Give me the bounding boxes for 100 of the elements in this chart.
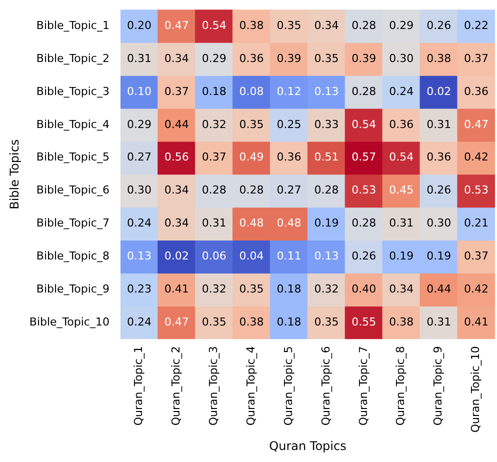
- data-label: 0.51: [314, 150, 339, 164]
- data-label: 0.44: [164, 118, 189, 131]
- data-label: 0.26: [426, 184, 452, 197]
- data-label: 0.13: [314, 250, 339, 263]
- data-label: 0.42: [464, 282, 489, 296]
- data-label: 0.37: [464, 250, 489, 263]
- data-label: 0.45: [389, 184, 414, 197]
- data-label: 0.47: [464, 118, 489, 131]
- data-label: 0.08: [239, 84, 264, 98]
- data-label: 0.33: [314, 118, 339, 131]
- data-label: 0.13: [314, 84, 339, 98]
- data-label: 0.35: [239, 118, 264, 131]
- data-label: 0.24: [126, 216, 152, 230]
- data-label: 0.35: [314, 315, 339, 328]
- data-label: 0.30: [389, 52, 414, 65]
- data-label: 0.30: [126, 184, 152, 197]
- data-label: 0.47: [164, 315, 189, 328]
- data-label: 0.54: [389, 150, 414, 164]
- data-label: 0.35: [202, 315, 226, 328]
- data-label: 0.10: [126, 84, 152, 98]
- data-label: 0.26: [352, 250, 376, 263]
- data-label: 0.19: [314, 216, 339, 230]
- data-label: 0.35: [314, 52, 339, 65]
- data-label: 0.23: [126, 282, 152, 296]
- data-label: 0.02: [164, 250, 189, 263]
- data-label: 0.31: [126, 52, 152, 65]
- data-label: 0.34: [164, 216, 189, 230]
- data-label: 0.34: [314, 18, 339, 32]
- data-label: 0.41: [464, 315, 489, 328]
- data-label: 0.27: [126, 150, 152, 164]
- y-tick-label: Bible_Topic_9: [36, 282, 110, 296]
- data-label: 0.12: [276, 84, 302, 98]
- data-label: 0.35: [276, 18, 302, 32]
- x-tick-label: Quran_Topic_3: [206, 346, 220, 426]
- data-label: 0.31: [426, 118, 452, 131]
- data-label: 0.18: [202, 84, 226, 98]
- x-tick-label: Quran_Topic_9: [432, 346, 445, 426]
- y-tick-label: Bible_Topic_2: [36, 52, 110, 65]
- data-label: 0.36: [426, 150, 452, 164]
- data-label: 0.41: [164, 282, 189, 296]
- data-label: 0.48: [239, 216, 264, 230]
- data-label: 0.21: [464, 216, 489, 230]
- x-axis-title: Quran Topics: [269, 438, 346, 453]
- data-label: 0.19: [389, 250, 414, 263]
- data-label: 0.26: [426, 18, 452, 32]
- data-label: 0.13: [126, 250, 152, 263]
- data-label: 0.28: [202, 184, 226, 197]
- data-label: 0.28: [352, 216, 376, 230]
- data-label: 0.42: [464, 150, 489, 164]
- data-label: 0.31: [426, 315, 452, 328]
- data-label: 0.34: [164, 52, 189, 65]
- data-label: 0.39: [352, 52, 376, 65]
- y-tick-label: Bible_Topic_1: [36, 18, 110, 32]
- data-label: 0.18: [276, 282, 302, 296]
- data-label: 0.54: [352, 118, 376, 131]
- x-tick-label: Quran_Topic_2: [170, 346, 183, 426]
- data-label: 0.31: [202, 216, 226, 230]
- x-tick-label: Quran_Topic_1: [132, 346, 146, 426]
- data-label: 0.38: [389, 315, 414, 328]
- data-label: 0.53: [352, 184, 376, 197]
- data-label: 0.19: [426, 250, 452, 263]
- data-label: 0.39: [276, 52, 302, 65]
- y-tick-label: Bible_Topic_4: [36, 118, 110, 131]
- data-label: 0.44: [426, 282, 452, 296]
- data-label: 0.37: [202, 150, 226, 164]
- data-label: 0.28: [352, 84, 376, 98]
- data-label: 0.04: [239, 250, 264, 263]
- data-label: 0.27: [276, 184, 302, 197]
- data-label: 0.20: [126, 18, 152, 32]
- y-tick-label: Bible_Topic_10: [29, 315, 110, 328]
- data-label: 0.24: [389, 84, 414, 98]
- data-label: 0.30: [426, 216, 452, 230]
- data-label: 0.28: [352, 18, 376, 32]
- data-label: 0.48: [276, 216, 302, 230]
- data-label: 0.38: [239, 18, 264, 32]
- data-label: 0.02: [426, 84, 452, 98]
- data-label: 0.29: [126, 118, 152, 131]
- x-tick-label: Quran_Topic_6: [319, 346, 332, 426]
- data-label: 0.36: [276, 150, 302, 164]
- data-label: 0.49: [239, 150, 264, 164]
- data-label: 0.38: [426, 52, 452, 65]
- x-tick-label: Quran_Topic_5: [282, 346, 295, 426]
- data-label: 0.06: [202, 250, 226, 263]
- data-label: 0.35: [239, 282, 264, 296]
- data-label: 0.54: [202, 18, 226, 32]
- data-label: 0.36: [389, 118, 414, 131]
- data-label: 0.57: [352, 150, 376, 164]
- data-label: 0.40: [352, 282, 376, 296]
- data-label: 0.38: [239, 315, 264, 328]
- data-label: 0.24: [126, 315, 152, 328]
- x-tick-label: Quran_Topic_7: [356, 346, 370, 426]
- data-label: 0.34: [164, 184, 189, 197]
- data-label: 0.37: [164, 84, 189, 98]
- y-tick-label: Bible_Topic_5: [36, 150, 110, 164]
- data-label: 0.36: [239, 52, 264, 65]
- data-label: 0.32: [202, 282, 226, 296]
- x-tick-label: Quran_Topic_4: [244, 346, 258, 426]
- data-label: 0.11: [276, 250, 302, 263]
- data-label: 0.31: [389, 216, 414, 230]
- y-tick-label: Bible_Topic_6: [36, 184, 110, 197]
